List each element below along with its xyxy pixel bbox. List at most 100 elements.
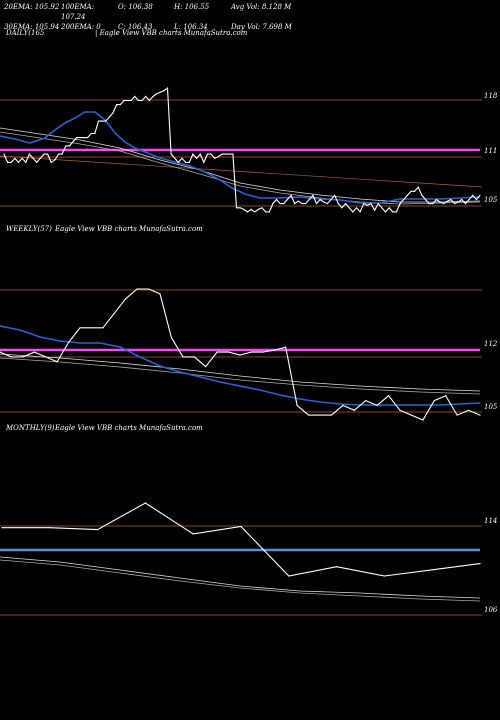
weekly-price-point <box>250 351 252 353</box>
monthly-price-point <box>383 575 385 577</box>
monthly-subtitle: Eagle View VBB charts MunafaSutra.com <box>54 424 203 432</box>
daily-price-point <box>395 211 397 213</box>
daily-price-point <box>232 153 234 155</box>
daily-price-point <box>468 198 470 201</box>
daily-price-point <box>163 90 165 92</box>
ema200-stat: 200EMA: 0 <box>61 23 101 31</box>
daily-price-point <box>32 157 34 159</box>
daily-price-point <box>14 157 16 159</box>
weekly-price-point <box>79 327 81 329</box>
weekly-price-point <box>45 356 47 358</box>
weekly-title: WEEKLY(57) <box>6 225 52 233</box>
daily-price-point <box>341 207 343 209</box>
weekly-price-point <box>273 349 275 351</box>
daily-price-point <box>424 198 427 201</box>
weekly-price-point <box>410 414 412 416</box>
weekly-price-point <box>285 346 287 348</box>
daily-panel: DAILY(165 | Eagle View VBB charts Munafa… <box>0 29 498 207</box>
daily-price-point <box>363 203 365 205</box>
weekly-price-point <box>353 409 355 411</box>
daily-title: DAILY(165 <box>5 29 45 37</box>
daily-price-point <box>185 161 187 163</box>
daily-price-point <box>414 190 416 192</box>
daily-price-point <box>475 198 477 201</box>
weekly-price-point <box>308 414 310 416</box>
low-stat: L: 106.34 <box>174 23 208 31</box>
daily-price-label-2: 111 <box>484 147 497 155</box>
daily-price-point <box>134 95 136 97</box>
daily-price-point <box>279 203 281 205</box>
daily-price-point <box>454 203 456 205</box>
weekly-price-point <box>388 395 390 397</box>
daily-price-point <box>381 207 383 209</box>
daily-price-point <box>203 161 205 163</box>
daily-price-point <box>43 153 45 155</box>
daily-price-point <box>156 93 158 95</box>
weekly-price-point <box>422 419 424 421</box>
daily-price-point <box>83 137 85 139</box>
weekly-price-point <box>239 354 241 356</box>
weekly-price-point <box>33 351 35 353</box>
daily-price-point <box>315 203 318 205</box>
daily-price-point <box>446 200 448 202</box>
daily-price-point <box>366 204 368 206</box>
weekly-price-point <box>56 361 58 363</box>
monthly-price-point <box>97 529 99 531</box>
monthly-price-label-1: 114 <box>484 517 497 525</box>
weekly-price-point <box>10 356 12 358</box>
daily-price-point <box>439 201 441 203</box>
monthly-price-point <box>192 533 194 535</box>
daily-price-point <box>65 145 67 147</box>
weekly-price-point <box>22 356 24 358</box>
weekly-price-point <box>136 288 138 290</box>
daily-price-point <box>345 203 347 205</box>
daily-ema-fast <box>0 111 481 204</box>
daily-price-point <box>148 99 150 102</box>
weekly-price-point <box>205 366 207 368</box>
daily-price-point <box>192 153 194 155</box>
daily-price-point <box>421 194 423 196</box>
weekly-price-point <box>68 341 70 343</box>
monthly-price-point <box>431 569 433 571</box>
daily-price-point <box>250 208 252 210</box>
stats-header: 20EMA: 105.92 100EMA: 107.24 O: 106.38 H… <box>4 2 496 31</box>
weekly-price-point <box>148 288 150 290</box>
ema20-stat: 20EMA: 105.92 <box>4 3 60 11</box>
daily-price-point <box>7 161 9 163</box>
daily-subtitle: | Eagle View VBB charts MunafaSutra.com <box>95 29 248 37</box>
daily-price-point <box>239 207 241 209</box>
daily-price-point <box>159 91 161 93</box>
weekly-price-point <box>102 327 104 329</box>
daily-price-point <box>479 194 481 196</box>
daily-price-point <box>17 161 20 163</box>
daily-price-point <box>384 211 387 213</box>
monthly-panel: MONTHLY(9) Eagle View VBB charts MunafaS… <box>0 424 498 616</box>
high-stat: H: 106.55 <box>174 3 210 11</box>
daily-price-point <box>297 200 299 202</box>
daily-price-point <box>410 190 412 192</box>
monthly-price-point <box>240 525 242 528</box>
daily-price-point <box>141 99 143 102</box>
daily-price-point <box>50 161 52 163</box>
daily-price-point <box>348 207 350 209</box>
weekly-price-point <box>0 351 1 353</box>
daily-price-point <box>54 159 56 161</box>
daily-price-point <box>235 207 238 209</box>
avg-volume-stat: Avg Vol: 8.128 M <box>231 3 292 11</box>
open-stat: O: 106.38 <box>118 3 153 11</box>
ema30-stat: 30EMA: 105.94 <box>4 23 60 31</box>
daily-price-point <box>352 211 354 213</box>
daily-price-point <box>170 153 172 155</box>
daily-price-point <box>457 201 459 203</box>
daily-price-point <box>145 95 147 97</box>
weekly-price-point <box>193 356 195 358</box>
daily-price-point <box>76 137 78 139</box>
daily-price-point <box>243 208 245 210</box>
weekly-price-label-2: 105 <box>484 403 498 411</box>
daily-trend-line <box>0 155 483 188</box>
daily-price-point <box>337 203 339 205</box>
monthly-price-point <box>336 566 338 568</box>
daily-ema-slow-a <box>0 127 481 203</box>
daily-price-point <box>432 203 434 205</box>
daily-price-point <box>323 201 325 203</box>
